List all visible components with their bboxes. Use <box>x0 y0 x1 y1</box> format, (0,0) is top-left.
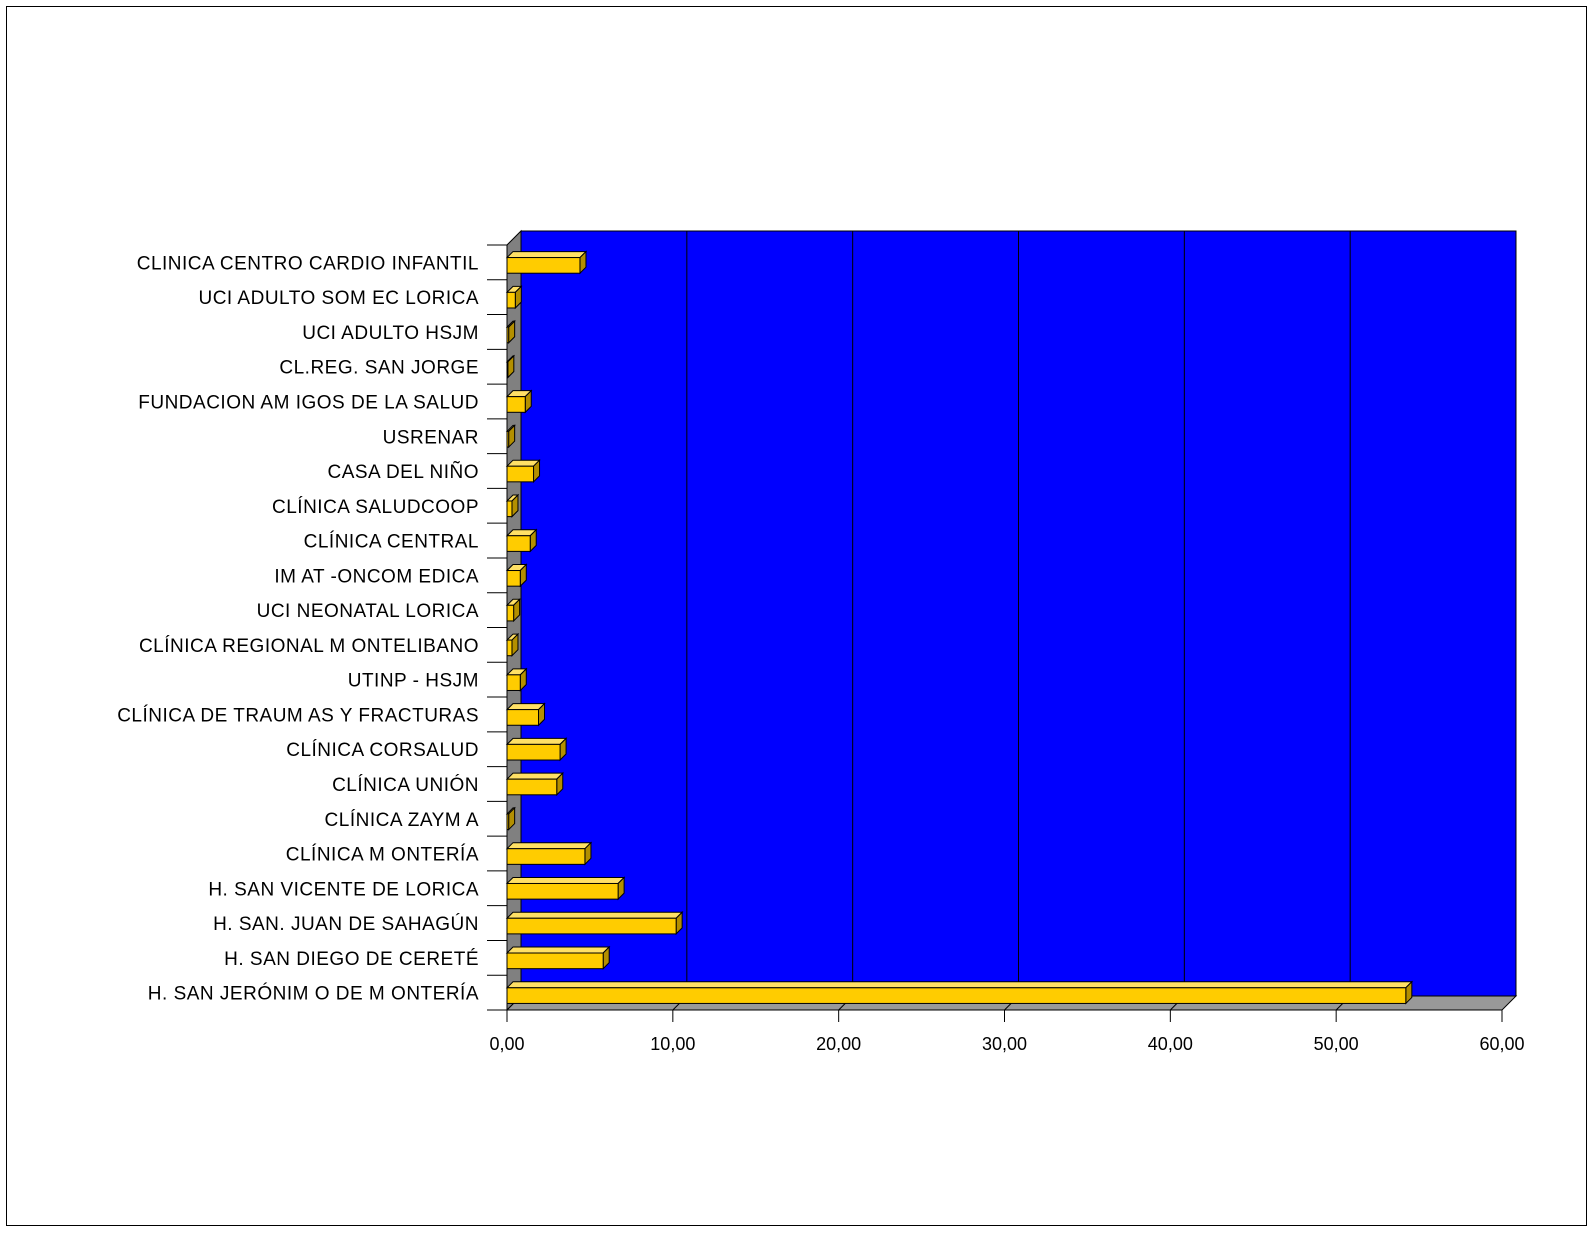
category-label: CLÍNICA CENTRAL <box>304 532 479 553</box>
bar <box>505 667 528 692</box>
x-tick-label: 50,00 <box>1314 1034 1359 1054</box>
category-label: H. SAN JERÓNIM O DE M ONTERÍA <box>148 983 479 1005</box>
category-label: CLÍNICA SALUDCOOP <box>272 497 479 518</box>
category-label: CLÍNICA ZAYM A <box>325 810 479 831</box>
bar-front-face <box>506 778 558 796</box>
bar <box>505 911 684 936</box>
bar-front-face <box>506 604 515 622</box>
category-label: UCI ADULTO HSJM <box>302 323 479 344</box>
bar <box>505 528 538 553</box>
x-tick-label: 10,00 <box>650 1034 695 1054</box>
bar <box>505 980 1414 1005</box>
bar-front-face <box>506 709 540 726</box>
category-label: UCI ADULTO SOM EC LORICA <box>198 288 479 309</box>
bar <box>505 458 541 484</box>
category-label: UCI NEONATAL LORICA <box>257 601 479 622</box>
category-label: H. SAN DIEGO DE CERETÉ <box>224 949 479 970</box>
bar-top-face <box>505 251 588 259</box>
bar <box>505 250 588 275</box>
category-label: CLÍNICA UNIÓN <box>332 774 479 796</box>
category-label: CLÍNICA DE TRAUM AS Y FRACTURAS <box>117 705 479 726</box>
bar <box>505 771 564 797</box>
gridlines <box>672 231 1351 1011</box>
bar-top-face <box>505 772 564 780</box>
bar-front-face <box>506 952 604 970</box>
bar <box>505 876 626 901</box>
category-label: CL.REG. SAN JORGE <box>279 358 479 379</box>
bar <box>505 563 528 588</box>
bar <box>505 841 593 866</box>
category-label: H. SAN VICENTE DE LORICA <box>208 879 479 900</box>
bar-front-face <box>506 987 1407 1004</box>
bar-top-face <box>505 946 611 954</box>
category-label: USRENAR <box>383 427 479 448</box>
x-tick-label: 0,00 <box>489 1034 524 1054</box>
category-labels: CLINICA CENTRO CARDIO INFANTIL UCI ADULTO… <box>117 253 479 1005</box>
bar-front-face <box>506 465 535 483</box>
bar-front-face <box>506 639 513 657</box>
bar <box>505 319 516 344</box>
category-label: CLINICA CENTRO CARDIO INFANTIL <box>137 253 479 274</box>
bars <box>505 250 1414 1005</box>
category-label: UTINP - HSJM <box>348 671 479 692</box>
bar-front-face <box>506 882 619 900</box>
category-label: CLÍNICA REGIONAL M ONTELIBANO <box>139 636 479 657</box>
x-tick-label: 30,00 <box>982 1034 1027 1054</box>
axes <box>487 244 1503 1022</box>
bar-front-face <box>506 743 561 761</box>
bar <box>505 598 521 623</box>
bar <box>505 354 516 379</box>
category-label: FUNDACION AM IGOS DE LA SALUD <box>138 392 479 413</box>
category-label: IM AT -ONCOM EDICA <box>274 566 479 587</box>
bar-top-face <box>505 981 1414 989</box>
bar-front-face <box>506 500 513 518</box>
bar-top-face <box>505 842 593 850</box>
bar <box>505 493 520 518</box>
bar-front-face <box>506 917 677 935</box>
bar-top-face <box>505 737 568 745</box>
category-label: CASA DEL NIÑO <box>327 461 479 483</box>
plot-area <box>505 229 1518 1012</box>
x-tick-label: 20,00 <box>816 1034 861 1054</box>
bar <box>505 285 523 310</box>
bar-front-face <box>506 396 526 413</box>
category-label: CLÍNICA M ONTERÍA <box>286 845 479 866</box>
bar-front-face <box>506 535 531 552</box>
x-tick-label: 40,00 <box>1148 1034 1193 1054</box>
category-label: CLÍNICA CORSALUD <box>286 740 479 761</box>
bar-front-face <box>506 291 516 309</box>
bar-top-face <box>505 911 684 919</box>
bar <box>505 702 546 727</box>
bar-front-face <box>506 848 586 865</box>
bar <box>505 737 568 762</box>
x-tick-label: 60,00 <box>1479 1034 1524 1054</box>
bar-front-face <box>506 674 521 691</box>
bar-front-face <box>506 257 581 274</box>
bar <box>505 389 533 414</box>
bar <box>505 945 611 970</box>
category-label: H. SAN. JUAN DE SAHAGÚN <box>213 913 479 935</box>
x-tick-labels: 0,00 10,00 20,00 30,00 40,00 50,00 60,00 <box>489 1034 1524 1054</box>
bar-front-face <box>506 570 521 587</box>
bar-top-face <box>505 876 626 884</box>
